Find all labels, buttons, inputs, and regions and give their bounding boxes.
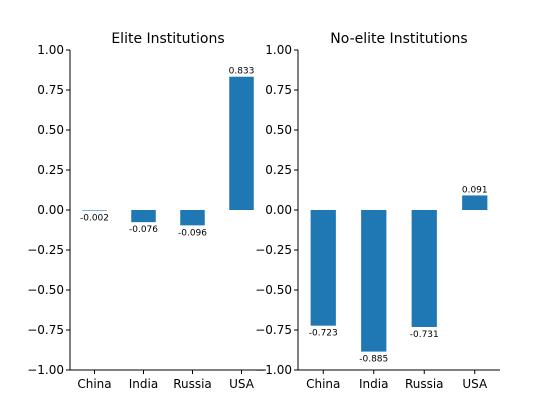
data-label: -0.076 (129, 225, 158, 235)
y-tick-label: 1.00 (37, 43, 64, 57)
bar-china (82, 210, 107, 211)
x-tick-label: China (306, 377, 340, 391)
x-tick-label: China (77, 377, 111, 391)
bar-russia (411, 210, 437, 327)
data-label: -0.731 (410, 330, 439, 340)
y-tick-label: 0.25 (37, 163, 64, 177)
bar-china (310, 210, 336, 326)
x-tick-label: USA (462, 377, 488, 391)
y-tick-label: 0.75 (37, 83, 64, 97)
y-tick-label: −0.50 (27, 283, 64, 297)
x-tick-label: USA (229, 377, 255, 391)
bar-usa (229, 76, 254, 210)
y-tick-label: −0.75 (27, 323, 64, 337)
y-tick-label: 0.75 (265, 83, 292, 97)
y-tick-label: 0.25 (265, 163, 292, 177)
x-tick-label: Russia (405, 377, 444, 391)
y-tick-label: −0.75 (255, 323, 292, 337)
bar-india (131, 210, 156, 223)
data-label: 0.091 (462, 185, 488, 195)
data-label: -0.723 (309, 329, 338, 339)
y-tick-label: −0.50 (255, 283, 292, 297)
data-label: -0.002 (80, 213, 109, 223)
chart-title: No-elite Institutions (330, 31, 467, 47)
y-tick-label: 0.00 (37, 203, 64, 217)
y-tick-label: 0.50 (265, 123, 292, 137)
chart-title: Elite Institutions (111, 31, 224, 47)
data-label: -0.885 (359, 355, 388, 365)
data-label: 0.833 (229, 67, 255, 77)
y-tick-label: 0.50 (37, 123, 64, 137)
y-tick-label: −0.25 (255, 243, 292, 257)
y-tick-label: −1.00 (27, 363, 64, 377)
data-label: -0.096 (178, 228, 207, 238)
chart-panel-1: Elite Institutions 1.00 0.75 0.50 0.25 0.00 −0… (27, 31, 266, 391)
y-tick-label: 0.00 (265, 203, 292, 217)
y-tick-label: −0.25 (27, 243, 64, 257)
chart-panel-2: No-elite Institutions 1.00 0.75 0.50 0.25 0.0… (255, 31, 500, 391)
y-tick-label: −1.00 (255, 363, 292, 377)
y-tick-label: 1.00 (265, 43, 292, 57)
bar-india (361, 210, 387, 352)
x-tick-label: India (359, 377, 388, 391)
x-tick-label: India (129, 377, 158, 391)
bar-russia (180, 210, 205, 226)
x-tick-label: Russia (173, 377, 212, 391)
bar-usa (462, 195, 488, 210)
